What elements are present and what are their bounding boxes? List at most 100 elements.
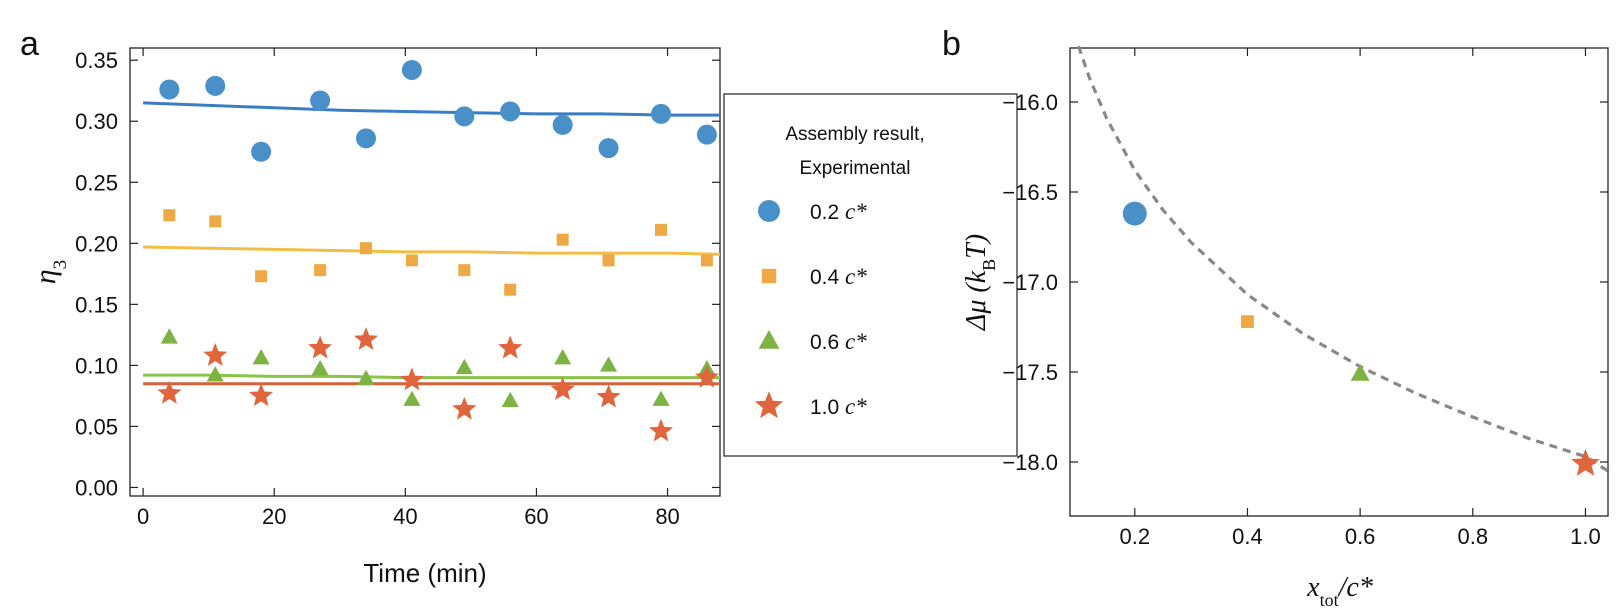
panel-b-x-ticks: 0.2 0.4 0.6 0.8 1.0 bbox=[1119, 48, 1601, 549]
data-point-series-4 bbox=[452, 396, 477, 420]
data-point-series-4 bbox=[596, 384, 621, 408]
panel-a-fit-lines bbox=[143, 101, 721, 386]
data-point-series-4 bbox=[203, 343, 228, 366]
legend-title-line2: Experimental bbox=[800, 158, 911, 179]
legend-marker bbox=[754, 391, 784, 419]
y-tick-label: −17.0 bbox=[1002, 270, 1058, 295]
x-tick-label: 0.2 bbox=[1119, 524, 1150, 549]
panel-a: a 0 20 40 60 80 0.00 0.05 0.10 0.15 0.20 0.25 0.30… bbox=[20, 25, 721, 588]
panel-a-label: a bbox=[20, 25, 39, 63]
data-point-series-2 bbox=[163, 209, 176, 222]
y-tick-label: −18.0 bbox=[1002, 450, 1058, 475]
fit-line-series-2 bbox=[143, 245, 721, 256]
legend-item-label: 1.0 c* bbox=[810, 394, 867, 419]
data-point-series-3 bbox=[652, 390, 670, 406]
data-point-series-1 bbox=[251, 141, 272, 162]
data-point-series-1 bbox=[401, 59, 422, 80]
y-tick-label: 0.10 bbox=[75, 353, 118, 378]
data-point-series-2 bbox=[700, 254, 713, 267]
data-point-series-3 bbox=[252, 349, 270, 365]
data-point-series-2 bbox=[458, 264, 471, 277]
data-point-series-2 bbox=[556, 233, 569, 246]
x-tick-label: 0.6 bbox=[1345, 524, 1376, 549]
y-tick-label: 0.30 bbox=[75, 109, 118, 134]
panel-a-points bbox=[157, 59, 719, 442]
data-point-series-3 bbox=[311, 360, 329, 376]
data-point-series-4 bbox=[308, 335, 333, 359]
data-point-series-3 bbox=[403, 390, 421, 406]
legend-marker bbox=[761, 268, 777, 284]
legend-items: 0.2 c* 0.4 c* 0.6 c* 1.0 c* bbox=[754, 199, 867, 419]
x-tick-label: 40 bbox=[393, 504, 417, 529]
y-tick-label: −17.5 bbox=[1002, 360, 1058, 385]
data-point-series-3 bbox=[160, 328, 178, 344]
y-tick-label: −16.5 bbox=[1002, 180, 1058, 205]
data-point-series-4 bbox=[399, 367, 424, 391]
panel-b-label: b bbox=[942, 25, 961, 63]
data-point-series-3 bbox=[501, 391, 519, 408]
data-point-series-4 bbox=[550, 377, 575, 400]
y-tick-label: 0.20 bbox=[75, 231, 118, 256]
data-point-series-2 bbox=[209, 215, 222, 228]
x-tick-label: 60 bbox=[524, 504, 548, 529]
data-point-series-4 bbox=[354, 327, 378, 350]
data-point-series-2 bbox=[655, 223, 667, 236]
data-point-series-1 bbox=[454, 106, 475, 127]
data-point-series-1 bbox=[696, 124, 717, 145]
data-point-series-3 bbox=[357, 369, 375, 386]
data-point-series-1 bbox=[159, 79, 180, 100]
data-point-series-2 bbox=[405, 254, 418, 267]
data-point-series-2 bbox=[602, 254, 615, 267]
panel-b: b 0.2 0.4 0.6 0.8 1.0 −16.0 −16.5 −17.0 −17.5 −1… bbox=[942, 25, 1609, 608]
data-point-series-3 bbox=[455, 358, 473, 375]
data-point-series-2 bbox=[314, 264, 327, 277]
data-point-series-1 bbox=[205, 75, 226, 96]
x-tick-label: 0 bbox=[137, 504, 149, 529]
legend: Assembly result, Experimental 0.2 c* 0.4 … bbox=[723, 93, 1018, 457]
data-point-series-1 bbox=[356, 128, 376, 149]
data-point-series-3 bbox=[206, 366, 224, 382]
fit-line-series-3 bbox=[143, 373, 720, 380]
fit-line-series-1 bbox=[143, 101, 720, 117]
panel-b-x-axis-label: xtot/c* bbox=[1306, 572, 1373, 608]
data-point-series-3 bbox=[554, 349, 572, 365]
y-tick-label: 0.05 bbox=[75, 414, 118, 439]
y-tick-label: 0.15 bbox=[75, 292, 118, 317]
panel-b-dashed-curve bbox=[1076, 45, 1609, 473]
x-tick-label: 1.0 bbox=[1570, 524, 1601, 549]
y-tick-label: 0.00 bbox=[75, 475, 118, 500]
data-point-series-4 bbox=[157, 380, 182, 404]
panel-b-points bbox=[1122, 201, 1600, 476]
data-point-series-4 bbox=[649, 418, 673, 442]
data-point-series-4 bbox=[694, 364, 719, 388]
y-tick-label: −16.0 bbox=[1002, 90, 1058, 115]
data-point-series-4 bbox=[498, 335, 523, 359]
data-point-2 bbox=[1241, 315, 1254, 328]
data-point-series-1 bbox=[500, 101, 521, 122]
legend-item-label: 0.2 c* bbox=[810, 199, 867, 224]
legend-marker bbox=[758, 200, 780, 222]
data-point-3 bbox=[1350, 363, 1370, 381]
data-point-series-1 bbox=[552, 114, 573, 135]
data-point-series-1 bbox=[651, 103, 671, 124]
data-point-series-2 bbox=[255, 270, 268, 283]
panel-b-frame bbox=[1069, 47, 1609, 517]
y-tick-label: 0.25 bbox=[75, 170, 118, 195]
x-tick-label: 0.4 bbox=[1232, 524, 1263, 549]
panel-a-y-ticks: 0.00 0.05 0.10 0.15 0.20 0.25 0.30 0.35 bbox=[75, 48, 720, 500]
panel-a-y-axis-label: η3 bbox=[29, 260, 71, 284]
data-point-series-2 bbox=[504, 283, 517, 296]
x-tick-label: 0.8 bbox=[1457, 524, 1488, 549]
data-point-series-2 bbox=[360, 242, 372, 255]
panel-a-frame bbox=[129, 47, 721, 497]
panel-a-x-axis-label: Time (min) bbox=[363, 558, 486, 588]
y-tick-label: 0.35 bbox=[75, 48, 118, 73]
data-point-series-4 bbox=[249, 383, 274, 407]
panel-b-y-axis-label: Δμ (kBT) bbox=[961, 234, 999, 331]
legend-marker bbox=[758, 330, 780, 349]
data-point-series-1 bbox=[598, 138, 619, 159]
panel-a-x-ticks: 0 20 40 60 80 bbox=[137, 48, 680, 529]
data-point-series-1 bbox=[310, 90, 331, 111]
